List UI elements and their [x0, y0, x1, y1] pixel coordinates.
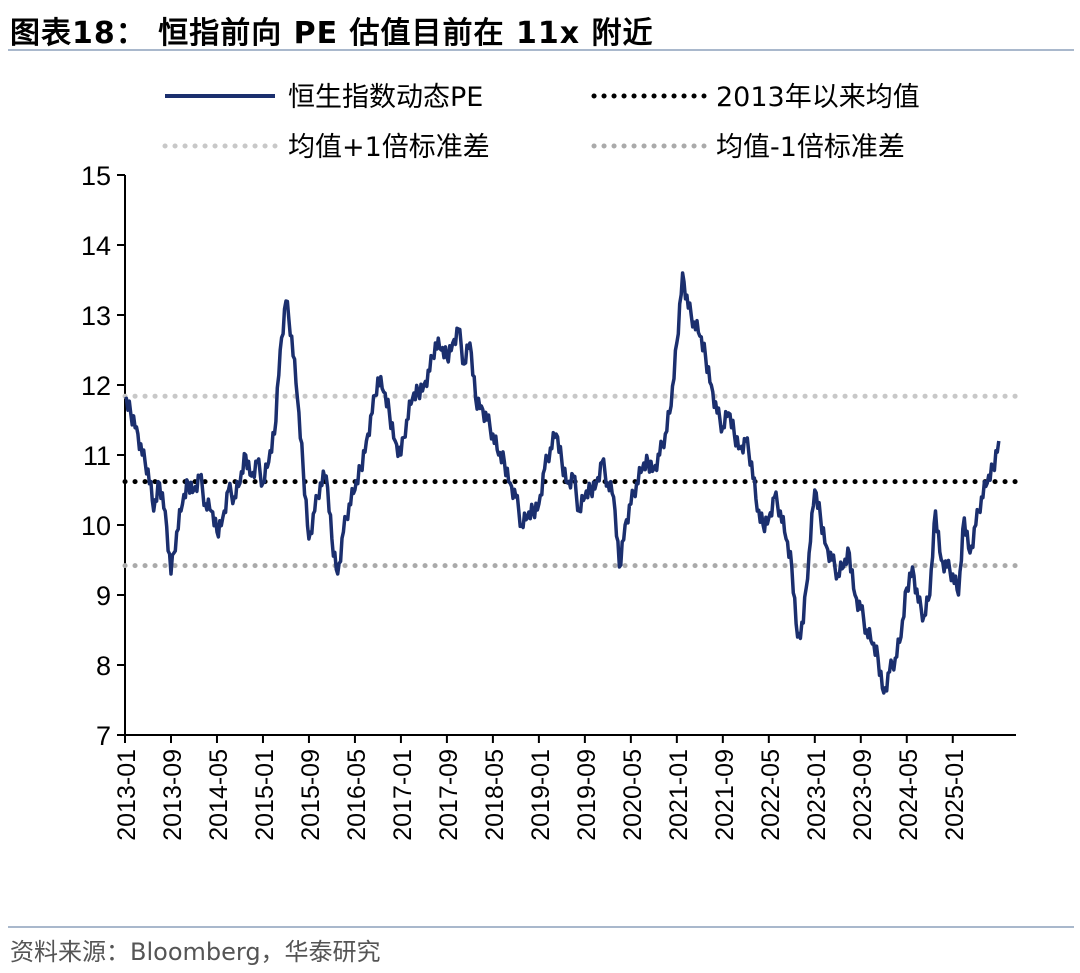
series-layer [124, 271, 1001, 695]
source-note: 资料来源：Bloomberg，华泰研究 [10, 938, 381, 966]
y-tick-label: 7 [96, 721, 111, 751]
x-tick-label: 2013-09 [159, 749, 187, 841]
x-tick-label: 2013-01 [113, 749, 141, 841]
y-tick-label: 13 [81, 301, 111, 331]
x-tick-label: 2021-01 [665, 749, 693, 841]
x-tick-label: 2015-01 [251, 749, 279, 841]
pe-line-chart: 恒生指数动态PE 2013年以来均值 均值+1倍标准差 均值-1倍标准差 7 8 9… [81, 82, 1019, 841]
legend-label-upper-band: 均值+1倍标准差 [288, 132, 490, 163]
x-tick-label: 2023-09 [849, 749, 877, 841]
x-tick-label: 2020-05 [619, 749, 647, 841]
x-tick-label: 2019-01 [527, 749, 555, 841]
legend-label-mean: 2013年以来均值 [716, 82, 920, 113]
y-ticks: 7 8 9 10 11 12 13 14 15 [81, 161, 125, 751]
x-ticks: 2013-01 2013-09 2014-05 2015-01 2015-09 2016-… [113, 735, 969, 841]
x-tick-label: 2017-09 [435, 749, 463, 841]
x-tick-label: 2023-01 [803, 749, 831, 841]
axes [124, 175, 1016, 736]
reference-lines [122, 393, 1019, 569]
y-tick-label: 9 [96, 581, 111, 611]
x-tick-label: 2015-09 [297, 749, 325, 841]
legend-label-pe: 恒生指数动态PE [288, 82, 483, 113]
y-tick-label: 15 [81, 161, 111, 191]
title-divider [8, 49, 1074, 51]
x-tick-label: 2018-05 [481, 749, 509, 841]
chart-title: 图表18： 恒指前向 PE 估值目前在 11x 附近 [10, 16, 654, 51]
legend: 恒生指数动态PE 2013年以来均值 均值+1倍标准差 均值-1倍标准差 [162, 82, 920, 163]
x-tick-label: 2021-09 [711, 749, 739, 841]
y-tick-label: 14 [81, 231, 111, 261]
x-tick-label: 2014-05 [205, 749, 233, 841]
y-tick-label: 8 [96, 651, 111, 681]
x-tick-label: 2016-05 [343, 749, 371, 841]
y-tick-label: 12 [81, 371, 111, 401]
y-tick-label: 11 [83, 441, 111, 471]
x-tick-label: 2022-05 [757, 749, 785, 841]
footer-divider [8, 926, 1074, 928]
x-tick-label: 2025-01 [941, 749, 969, 841]
y-tick-label: 10 [81, 511, 111, 541]
x-tick-label: 2019-09 [573, 749, 601, 841]
legend-label-lower-band: 均值-1倍标准差 [716, 132, 905, 163]
x-tick-label: 2017-01 [389, 749, 417, 841]
series-line-pe [124, 271, 1001, 695]
x-tick-label: 2024-05 [895, 749, 923, 841]
